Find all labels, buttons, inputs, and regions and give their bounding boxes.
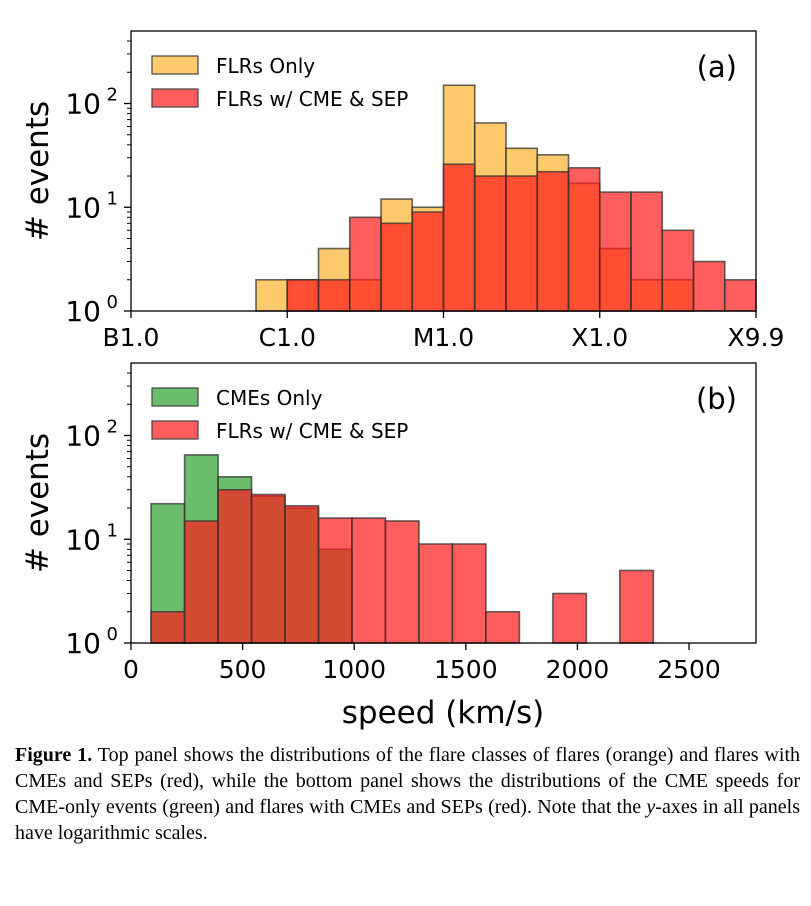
caption-text-2: -axes in all panels have logarithmic sca… <box>15 796 801 844</box>
bar-a-s1-16 <box>630 191 664 312</box>
bar-a-s1-18 <box>692 260 726 312</box>
legend-label-flrs-only: FLRs Only <box>216 54 315 78</box>
y-tick-label-a-0: 10 <box>65 295 101 328</box>
bar-a-s1-9 <box>411 211 445 312</box>
x-tick-label-b-2: 1000 <box>322 655 386 684</box>
caption-italic: y <box>646 796 656 818</box>
y-tick-exp-b-0: 0 <box>107 624 118 645</box>
y-axis-label-b: # events <box>20 433 56 573</box>
x-tick-label-b-1: 500 <box>219 655 267 684</box>
x-tick-label-b-3: 1500 <box>434 655 498 684</box>
axes-frame-b <box>130 362 757 644</box>
bar-b-s1-12 <box>552 592 588 644</box>
figure-caption: Figure 1. Top panel shows the distributi… <box>15 742 800 846</box>
y-tick-label-b-1: 10 <box>65 523 101 556</box>
panel-label-b: (b) <box>696 382 737 416</box>
y-tick-exp-b-1: 1 <box>107 520 118 541</box>
bars-b <box>150 454 655 644</box>
x-tick-label-a-0: B1.0 <box>103 323 160 352</box>
y-tick-label-b-2: 10 <box>65 420 101 453</box>
x-tick-label-a-1: C1.0 <box>259 323 316 352</box>
bar-b-s1-5 <box>317 517 353 644</box>
bar-b-s1-14 <box>619 569 655 644</box>
legend-a: FLRs Only FLRs w/ CME & SEP <box>151 54 408 111</box>
x-tick-label-a-2: M1.0 <box>413 323 474 352</box>
bar-a-s1-19 <box>723 278 757 312</box>
panel-label-a: (a) <box>697 50 737 84</box>
bar-b-s1-0 <box>150 610 186 644</box>
legend-label-flrs-cme-sep-a: FLRs w/ CME & SEP <box>216 87 408 111</box>
x-axis-label-b: speed (km/s) <box>342 695 544 731</box>
y-tick-exp-a-0: 0 <box>107 292 118 313</box>
y-tick-labels-a: 10 0 10 1 10 2 <box>65 85 118 328</box>
y-tick-label-a-2: 10 <box>65 88 101 121</box>
legend-label-cmes-only: CMEs Only <box>216 386 323 410</box>
bar-a-s1-10 <box>442 163 476 312</box>
bar-b-s1-3 <box>250 493 286 644</box>
bar-a-s0-4 <box>255 278 289 312</box>
bar-a-s1-12 <box>505 175 539 312</box>
ticks-b <box>124 372 690 650</box>
bar-a-s1-5 <box>286 278 320 312</box>
y-tick-labels-b: 10 0 10 1 10 2 <box>65 417 118 660</box>
legend-swatch-flrs-cme-sep-a <box>151 88 199 108</box>
bars-a <box>255 84 757 312</box>
bar-a-s1-7 <box>348 216 382 312</box>
x-tick-label-a-4: X9.9 <box>728 323 785 352</box>
y-tick-label-a-1: 10 <box>65 191 101 224</box>
bar-a-s1-14 <box>567 167 601 312</box>
y-tick-exp-a-2: 2 <box>107 85 118 106</box>
bar-a-s1-6 <box>317 278 351 312</box>
bar-a-s1-15 <box>598 191 632 312</box>
x-tick-labels-b: 0 500 1000 1500 2000 2500 <box>123 655 721 684</box>
bar-a-s1-11 <box>473 175 507 312</box>
y-tick-label-b-0: 10 <box>65 627 101 660</box>
x-tick-label-a-3: X1.0 <box>571 323 628 352</box>
legend-label-flrs-cme-sep-b: FLRs w/ CME & SEP <box>216 419 408 443</box>
bar-b-s1-4 <box>284 505 320 644</box>
bar-b-s1-6 <box>351 517 387 644</box>
legend-swatch-flrs-cme-sep-b <box>151 420 199 440</box>
x-tick-label-b-0: 0 <box>123 655 139 684</box>
y-tick-exp-a-1: 1 <box>107 188 118 209</box>
caption-label: Figure 1. <box>15 744 93 766</box>
bar-b-s1-9 <box>451 543 487 644</box>
ticks-a <box>124 40 757 318</box>
bar-a-s1-17 <box>661 229 695 312</box>
y-axis-label-a: # events <box>20 101 56 241</box>
bar-b-s1-8 <box>418 543 454 644</box>
x-tick-label-b-4: 2000 <box>546 655 610 684</box>
bar-a-s1-13 <box>536 170 570 312</box>
bar-b-s1-7 <box>384 520 420 644</box>
bar-b-s1-10 <box>485 610 521 644</box>
legend-swatch-flrs-only <box>151 55 199 75</box>
legend-b: CMEs Only FLRs w/ CME & SEP <box>151 386 408 443</box>
caption-text-1: Top panel shows the distributions of the… <box>15 744 800 818</box>
bar-b-s1-2 <box>217 488 253 644</box>
legend-swatch-cmes-only <box>151 387 199 407</box>
bar-b-s1-1 <box>183 520 219 644</box>
y-tick-exp-b-2: 2 <box>107 417 118 438</box>
x-tick-labels-a: B1.0 C1.0 M1.0 X1.0 X9.9 <box>103 323 785 352</box>
x-tick-label-b-5: 2500 <box>657 655 721 684</box>
bar-a-s1-8 <box>380 222 414 312</box>
